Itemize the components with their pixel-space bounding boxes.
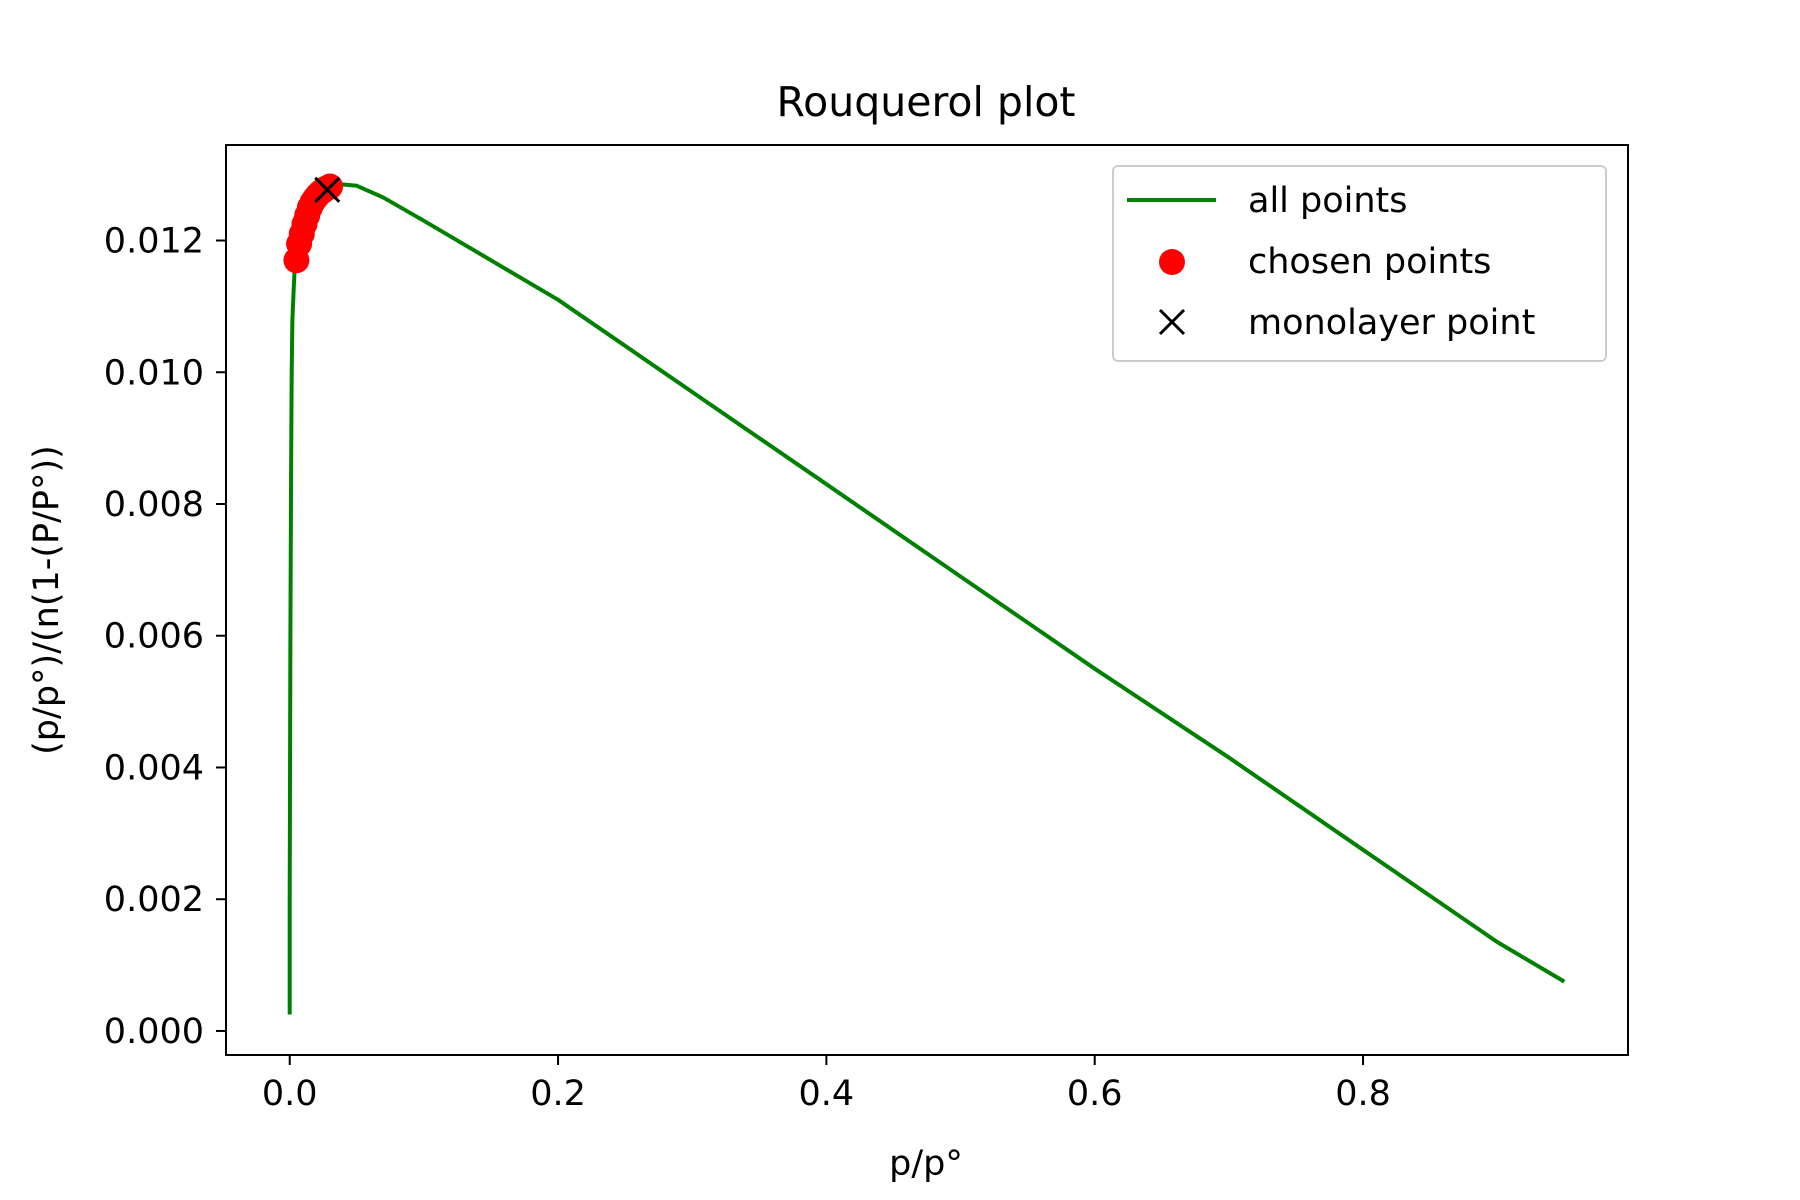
- x-tick-label: 0.8: [1335, 1074, 1391, 1114]
- chart-title: Rouquerol plot: [777, 78, 1076, 126]
- axis-ticks: 0.0 0.2 0.4 0.6 0.8 0.000 0.002 0.004 0.006 0.008…: [104, 222, 1391, 1114]
- y-tick-label: 0.000: [104, 1012, 204, 1052]
- y-tick-label: 0.002: [104, 880, 204, 920]
- x-tick-label: 0.0: [262, 1074, 318, 1114]
- legend-x-swatch: [1158, 308, 1186, 336]
- legend-label-chosen-points: chosen points: [1248, 242, 1491, 282]
- y-axis-title: (p/p°)/(n(1-(P/P°)): [27, 445, 67, 755]
- legend-label-all-points: all points: [1248, 181, 1408, 221]
- x-axis-title: p/p°: [889, 1144, 963, 1184]
- axes-frame: [225, 144, 1629, 1056]
- plot-area: [283, 173, 1566, 1015]
- y-tick-label: 0.004: [104, 748, 204, 788]
- x-tick-label: 0.2: [530, 1074, 586, 1114]
- legend-dot-swatch: [1159, 249, 1185, 275]
- x-tick-label: 0.6: [1067, 1074, 1123, 1114]
- x-tick-label: 0.4: [799, 1074, 855, 1114]
- y-tick-label: 0.008: [104, 485, 204, 525]
- monolayer-point-marker: [314, 176, 341, 203]
- legend-box: [1112, 165, 1607, 362]
- y-tick-label: 0.006: [104, 617, 204, 657]
- legend-label-monolayer-point: monolayer point: [1248, 303, 1535, 343]
- y-tick-label: 0.010: [104, 353, 204, 393]
- legend: all points chosen points monolayer point: [1112, 165, 1607, 362]
- y-tick-label: 0.012: [104, 222, 204, 262]
